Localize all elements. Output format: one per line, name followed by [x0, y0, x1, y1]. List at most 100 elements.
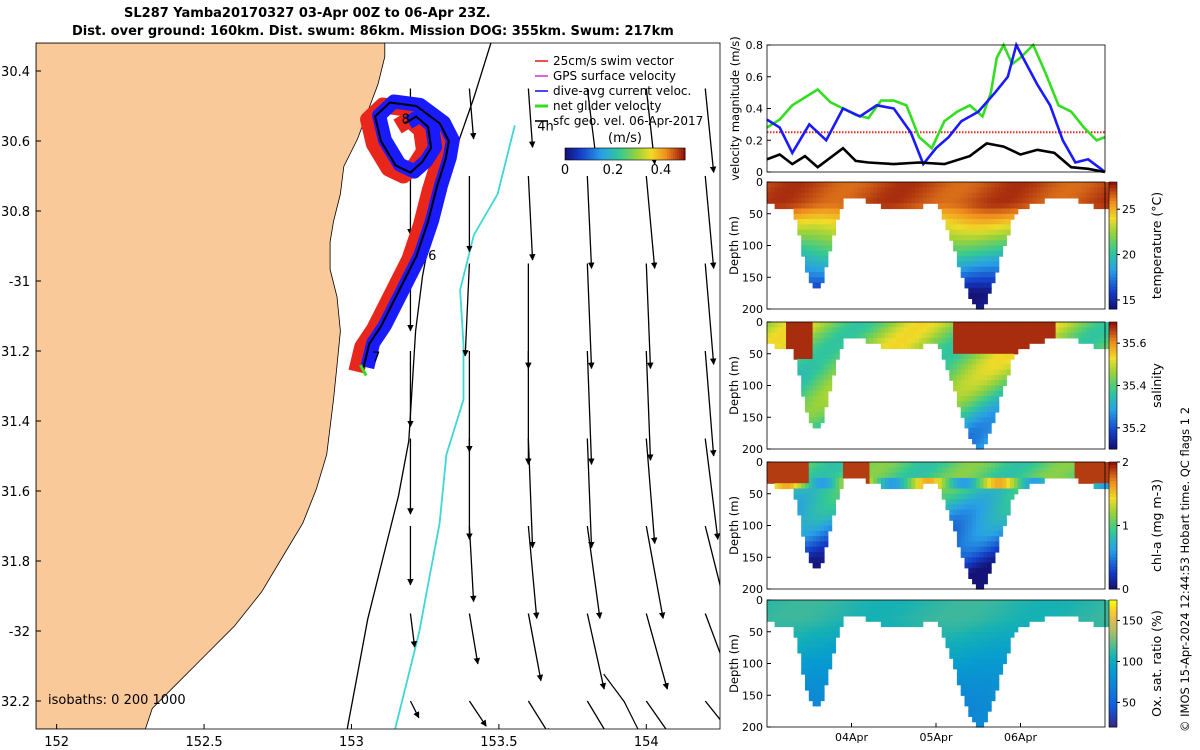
section-cell	[789, 197, 795, 204]
section-cell	[972, 364, 977, 371]
section-cell	[949, 477, 954, 484]
section-cell	[1093, 203, 1098, 210]
section-cell	[877, 327, 882, 334]
section-cell	[1044, 600, 1049, 606]
section-cell	[972, 298, 977, 305]
section-cell	[1082, 615, 1087, 622]
section-cell	[994, 245, 1000, 252]
section-cell	[945, 203, 950, 210]
section-cell	[983, 272, 988, 278]
section-cell	[1105, 182, 1110, 188]
section-cell	[767, 182, 772, 188]
section-cell	[918, 621, 924, 628]
colorbar-cell	[1109, 223, 1117, 227]
section-cell	[968, 674, 973, 680]
section-cell	[1051, 332, 1057, 339]
section-cell	[812, 348, 817, 355]
section-cell	[1006, 322, 1011, 328]
section-cell	[877, 472, 882, 479]
velocity-series-line	[766, 42, 1106, 151]
section-cell	[1093, 337, 1098, 344]
section-cell	[820, 187, 825, 194]
section-cell	[937, 182, 943, 188]
section-cell	[956, 642, 962, 649]
section-cell	[816, 546, 821, 553]
section-cell	[930, 615, 935, 622]
section-cell	[805, 488, 810, 495]
section-cell	[983, 353, 988, 360]
geo-velocity-arrow	[468, 88, 477, 140]
section-cell	[805, 499, 810, 505]
colorbar-cell	[1109, 711, 1117, 715]
section-cell	[964, 234, 969, 241]
colorbar-cell	[589, 148, 592, 160]
section-cell	[994, 663, 1000, 670]
section-cell	[979, 213, 985, 220]
section-cell	[797, 631, 802, 638]
section-cell	[820, 208, 825, 215]
section-cell	[945, 642, 950, 649]
section-cell	[941, 192, 947, 199]
section-cell	[1006, 332, 1011, 339]
section-cell	[991, 530, 996, 537]
section-cell	[934, 322, 939, 328]
colorbar-cell	[1109, 688, 1117, 693]
section-cell	[843, 467, 848, 474]
section-cell	[953, 605, 958, 612]
section-cell	[774, 600, 779, 606]
section-cell	[812, 477, 817, 484]
section-cell	[812, 488, 817, 495]
section-cell	[972, 287, 977, 294]
section-cell	[1036, 327, 1041, 334]
section-cell	[767, 337, 772, 344]
section-cell	[827, 385, 833, 392]
section-cell	[816, 600, 821, 606]
section-cell	[1070, 322, 1076, 328]
section-cell	[972, 626, 977, 633]
section-cell	[812, 396, 817, 402]
geo-velocity-arrow	[586, 175, 595, 270]
section-cell	[968, 552, 973, 558]
section-cell	[797, 509, 802, 516]
section-cell	[975, 652, 981, 659]
section-cell	[888, 203, 893, 210]
section-cell	[983, 472, 988, 479]
section-cell	[801, 327, 806, 334]
section-cell	[839, 343, 844, 350]
section-cell	[945, 504, 950, 511]
section-cell	[987, 520, 992, 527]
section-cell	[987, 600, 992, 606]
section-cell	[782, 615, 787, 622]
section-cell	[983, 293, 988, 299]
section-cell	[877, 197, 882, 204]
section-cell	[797, 493, 802, 500]
section-cell	[835, 197, 840, 204]
section-cell	[789, 600, 795, 606]
section-cell	[903, 322, 909, 328]
section-cell	[816, 266, 821, 273]
section-cell	[953, 514, 958, 521]
section-cell	[831, 600, 836, 606]
section-cell	[994, 536, 1000, 542]
section-cell	[937, 462, 943, 468]
section-cell	[892, 182, 897, 188]
colorbar-cell	[659, 148, 662, 160]
section-cell	[812, 219, 817, 225]
section-cell	[953, 642, 958, 649]
section-cell	[831, 509, 836, 516]
section-cell	[1086, 615, 1091, 622]
section-cell	[1101, 337, 1106, 344]
section-cell	[979, 552, 985, 558]
section-cell	[824, 229, 829, 236]
section-cell	[846, 192, 852, 199]
section-cell	[1051, 192, 1057, 199]
section-cell	[854, 182, 859, 188]
section-cell	[816, 530, 821, 537]
section-cell	[918, 327, 924, 334]
section-cell	[899, 621, 905, 628]
section-cell	[770, 600, 776, 606]
section-cell	[926, 192, 931, 199]
section-cell	[1036, 615, 1041, 622]
colorbar-cell	[585, 148, 588, 160]
section-cell	[1036, 187, 1041, 194]
